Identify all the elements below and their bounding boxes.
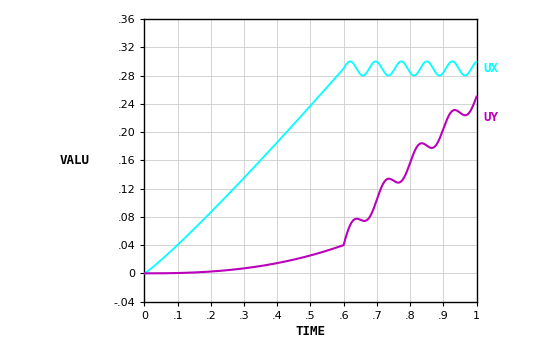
Text: UX: UX [483, 62, 498, 75]
Text: UY: UY [483, 111, 498, 125]
X-axis label: TIME: TIME [296, 325, 325, 338]
Y-axis label: VALU: VALU [60, 154, 90, 167]
